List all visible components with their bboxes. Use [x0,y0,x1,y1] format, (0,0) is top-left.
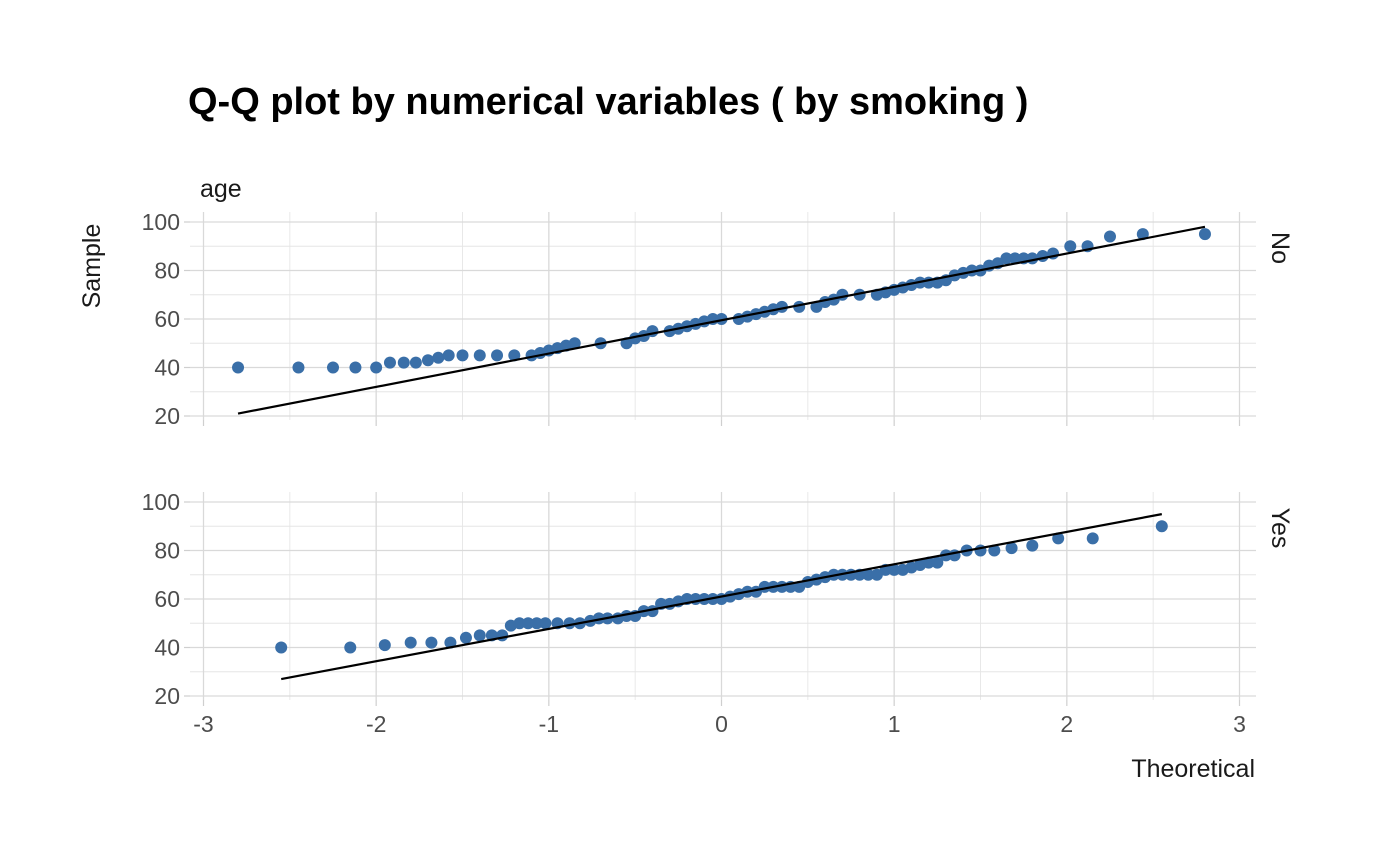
qq-point [715,313,728,325]
qq-point [442,349,455,362]
qq-point [275,641,288,654]
qq-point [1052,532,1065,545]
qq-point [425,636,438,649]
panel-no: 20 40 60 80 100 No [142,209,1294,429]
x-tick-label: 3 [1233,711,1246,737]
reference-line [237,225,1206,415]
qq-point [349,361,362,374]
qq-point [862,568,875,581]
qq-point [397,356,410,369]
qq-point [1036,249,1049,262]
y-tick-label: 40 [154,355,180,381]
qq-point [931,556,944,569]
y-tick-label: 80 [154,258,180,284]
x-axis-title: Theoretical [1131,755,1255,783]
qq-point [378,639,391,652]
qq-point [1086,532,1099,545]
qq-point [370,361,383,374]
y-tick-label: 60 [154,306,180,332]
qq-point [1026,539,1039,552]
chart-title: Q-Q plot by numerical variables ( by smo… [188,81,1028,123]
reference-line [280,513,1163,681]
qq-point [383,356,396,369]
qq-point [491,349,504,362]
qq-point [522,617,535,630]
qq-point [1155,520,1168,533]
qq-point [1136,228,1149,241]
qq-point [232,361,245,374]
x-tick-label: -1 [539,711,559,737]
qq-point [539,617,552,630]
qq-point [1104,230,1116,243]
qq-point [456,349,469,362]
qq-point [592,612,605,625]
x-tick-label: 2 [1060,711,1073,737]
x-tick-label: 1 [888,711,901,737]
qq-point [473,349,486,362]
qq-point [327,361,339,374]
panels-layer: 20 40 60 80 100 No 20 40 60 80 100 Yes -3 -2 -1 0 1 2 3 [142,209,1294,737]
y-axis-title: Sample [78,224,106,309]
qq-point [459,631,472,644]
x-tick-label: -3 [193,711,213,737]
qq-point [1064,240,1077,253]
qq-point [1005,542,1018,555]
qq-point [922,556,935,569]
facet-strip-label: Yes [1266,508,1294,549]
y-tick-label: 100 [142,209,180,235]
qq-point [1000,252,1013,265]
qq-point [530,617,543,630]
qq-point [344,641,357,654]
qq-point [988,544,1001,557]
x-tick-label: 0 [715,711,728,737]
qq-point [421,354,434,367]
panel-yes: 20 40 60 80 100 Yes -3 -2 -1 0 1 2 3 [142,489,1294,737]
qq-point [508,349,521,362]
facet-variable-label: age [200,175,242,203]
qq-point [1009,252,1022,265]
qq-point [853,288,866,301]
qq-point [473,629,486,642]
qq-point [444,636,457,649]
qq-point [432,351,445,364]
qq-point [409,356,422,369]
x-tick-label: -2 [366,711,386,737]
y-tick-label: 20 [154,683,180,709]
facet-strip-label: No [1266,232,1294,264]
y-tick-label: 100 [142,489,180,515]
qq-point [404,636,417,649]
qq-point [496,629,509,642]
qq-point [888,563,901,576]
y-tick-label: 60 [154,586,180,612]
qq-point [568,337,581,350]
qq-point [292,361,305,374]
qq-point [1198,228,1211,241]
y-tick-label: 20 [154,403,180,429]
qq-point [513,617,526,630]
qq-point [836,288,849,301]
y-tick-label: 80 [154,538,180,564]
y-tick-label: 40 [154,635,180,661]
